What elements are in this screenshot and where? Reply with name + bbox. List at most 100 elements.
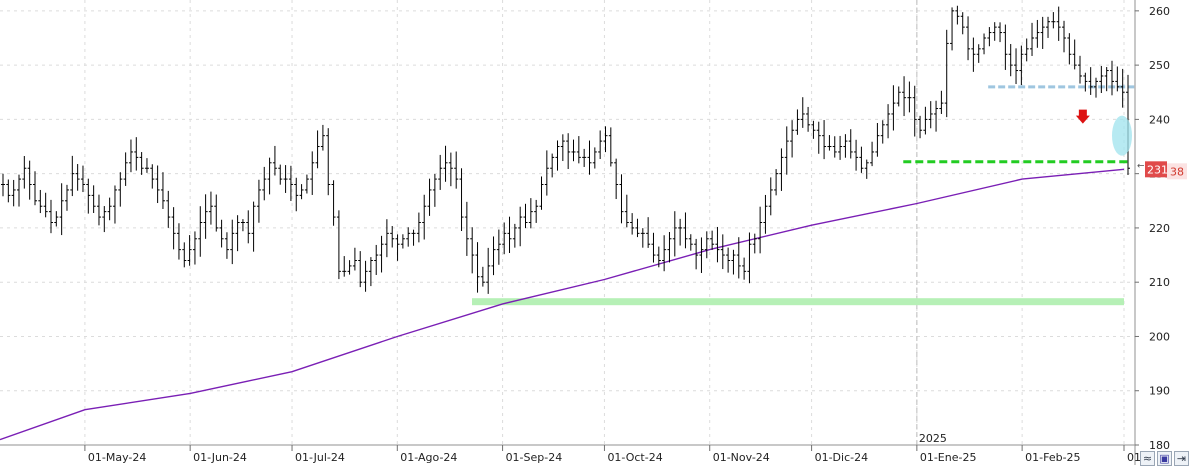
year-marker-label: 2025 [919,432,947,445]
ohlc-bar [880,120,885,144]
ohlc-bar [1110,60,1115,96]
ohlc-bar [598,130,603,160]
ohlc-bar [144,158,149,173]
ohlc-bar [731,249,736,275]
x-tick-label: 01-Jul-24 [295,451,345,464]
ohlc-bar [475,242,480,293]
wave-icon[interactable]: ≈ [1140,451,1155,466]
ohlc-bar [315,130,320,169]
ohlc-bar [171,207,176,250]
ohlc-bar [214,194,219,232]
ohlc-bar [854,139,859,171]
ohlc-bar [22,156,27,189]
ohlc-bar [992,22,997,41]
x-tick-label: 01-Ago-24 [400,451,457,464]
ohlc-bar [251,201,256,252]
ohlc-bar [107,197,112,221]
ohlc-bar [726,247,731,273]
x-tick-label: 01-May-24 [88,451,146,464]
ohlc-bar [742,257,747,280]
ohlc-bars-layer [1,5,1130,294]
ohlc-bar [86,178,91,214]
ohlc-bar [1024,38,1029,62]
ohlc-bar [774,169,779,196]
ohlc-bar [518,206,523,247]
ohlc-bar [235,215,240,252]
ohlc-bar [368,257,373,287]
y-tick-label: 240 [1149,113,1170,126]
ohlc-bar [91,185,96,214]
ohlc-bar [592,147,597,169]
arrow-right-icon[interactable]: ⇥ [1174,451,1189,466]
ohlc-bar [342,256,347,277]
ohlc-bar [752,233,757,254]
ohlc-bar [998,22,1003,43]
ohlc-bar [326,128,331,196]
ohlc-bar [694,238,699,270]
y-tick-label: 250 [1149,59,1170,72]
ohlc-bar [1094,77,1099,98]
ohlc-bar [203,194,208,239]
ohlc-bar [1067,33,1072,65]
ohlc-bar [550,153,555,178]
ohlc-bar [502,222,507,255]
price-marker-icon: ← [1137,161,1145,171]
ohlc-bar [790,120,795,158]
ohlc-bar [528,198,533,229]
ohlc-bar [566,133,571,169]
floppy-icon[interactable]: ▣ [1157,451,1172,466]
ohlc-bar [48,199,53,234]
ohlc-bar [1035,19,1040,48]
ohlc-bar [43,192,48,218]
ohlc-bar [166,190,171,228]
ohlc-bar [406,227,411,247]
ohlc-bar [912,85,917,137]
ohlc-bar [1088,67,1093,95]
ohlc-bar [715,226,720,263]
ohlc-bar [710,230,715,250]
ohlc-bar [672,211,677,257]
ohlc-bar [192,231,197,265]
ohlc-bar [806,106,811,132]
ohlc-bar [246,210,251,244]
ohlc-bar [1078,55,1083,84]
ohlc-bar [603,126,608,153]
grid-layer [0,0,1135,446]
ohlc-bar [1046,16,1051,38]
ohlc-bar [150,164,155,189]
ohlc-bar [496,229,501,265]
ohlc-bar [544,150,549,196]
ohlc-bar [614,158,619,200]
ohlc-bar [118,172,123,207]
ohlc-bar [272,145,277,176]
y-tick-label: 260 [1149,5,1170,18]
ohlc-bar [640,228,645,248]
ohlc-bar [379,235,384,273]
ohlc-bar [688,234,693,251]
ohlc-bar [1104,67,1109,92]
ohlc-bar [187,235,192,266]
ohlc-bar [902,76,907,117]
support-zone [472,298,1124,306]
ohlc-bar [960,12,965,35]
ohlc-bar [838,135,843,160]
ohlc-bar [27,160,32,200]
ohlc-bar [630,213,635,235]
ohlc-bar [336,210,341,280]
ohlc-bar [704,231,709,259]
ohlc-bar [555,140,560,171]
ohlc-bar [886,104,891,139]
ohlc-bar [918,115,923,139]
ohlc-bar [59,183,64,236]
ohlc-bar [240,219,245,232]
ohlc-bar [651,232,656,263]
ohlc-bar [512,223,517,248]
ohlc-bar [870,141,875,167]
ohlc-bar [384,219,389,258]
ohlc-bar [155,165,160,204]
ohlc-bar [966,16,971,61]
ohlc-bar [422,194,427,240]
ohlc-bar [747,232,752,284]
ohlc-bar [294,177,299,212]
